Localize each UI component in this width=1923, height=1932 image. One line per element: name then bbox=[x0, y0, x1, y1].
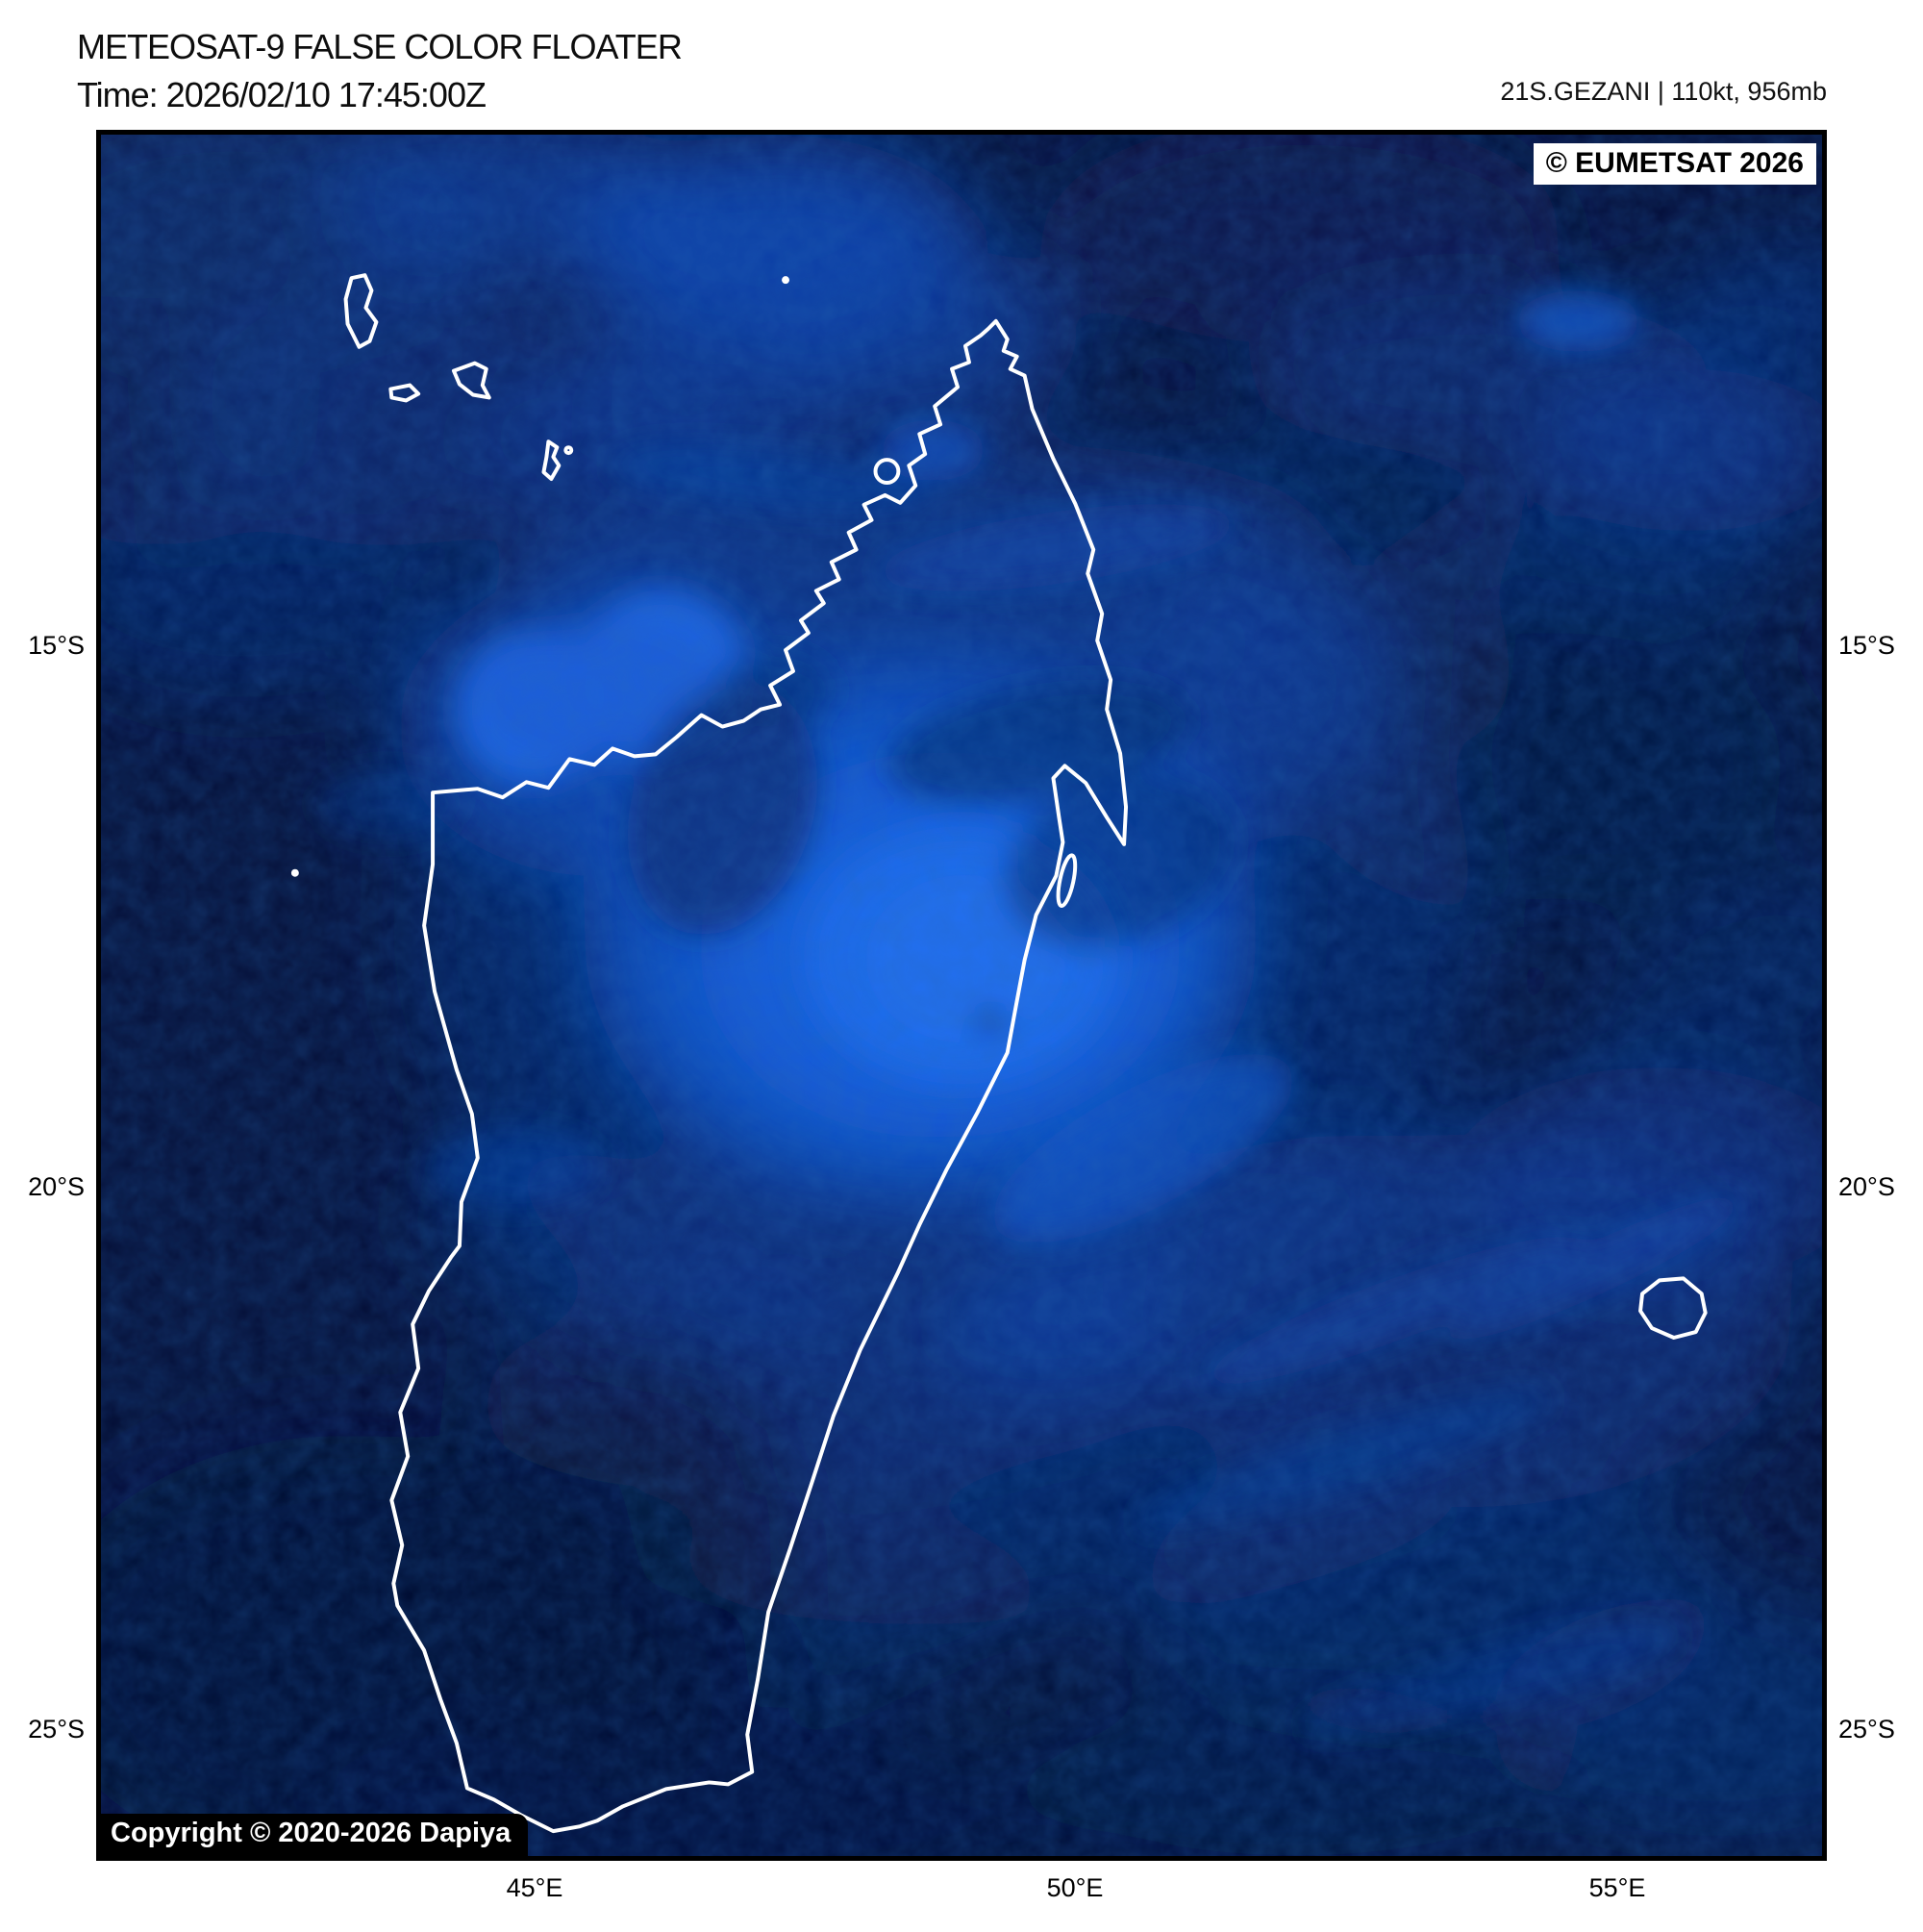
anjouan-outline bbox=[451, 361, 491, 400]
grande-comore-outline bbox=[343, 273, 379, 349]
madagascar-coastline bbox=[389, 318, 1129, 1834]
moheli-outline bbox=[388, 383, 421, 403]
small-islets bbox=[290, 276, 789, 877]
lat-label-right-25s: 25°S bbox=[1838, 1715, 1895, 1744]
lon-label-45e: 45°E bbox=[506, 1873, 563, 1902]
time-label: Time: 2026/02/10 17:45:00Z bbox=[77, 75, 487, 114]
lat-label-left-25s: 25°S bbox=[28, 1715, 85, 1744]
sainte-marie-outline bbox=[1056, 853, 1078, 908]
lat-label-left-15s: 15°S bbox=[28, 631, 85, 660]
juan-de-nova-islet bbox=[290, 868, 299, 877]
satellite-image bbox=[101, 135, 1822, 1856]
coastlines bbox=[343, 273, 1708, 1834]
lon-label-50e: 50°E bbox=[1046, 1873, 1104, 1902]
lat-label-right-20s: 20°S bbox=[1838, 1172, 1895, 1201]
reunion-outline bbox=[1638, 1276, 1708, 1340]
dapiya-copyright-badge: Copyright © 2020-2026 Dapiya bbox=[101, 1813, 529, 1856]
lat-label-right-15s: 15°S bbox=[1838, 631, 1895, 660]
mayotte-islet bbox=[563, 445, 574, 456]
satellite-map: © EUMETSAT 2026 Copyright © 2020-2026 Da… bbox=[96, 130, 1827, 1861]
eumetsat-copyright-badge: © EUMETSAT 2026 bbox=[1533, 143, 1816, 185]
glorioso-islet bbox=[782, 276, 789, 285]
nosy-be-outline bbox=[873, 458, 901, 485]
lon-label-55e: 55°E bbox=[1588, 1873, 1646, 1902]
page-title: METEOSAT-9 FALSE COLOR FLOATER bbox=[77, 27, 683, 66]
mayotte-outline bbox=[541, 439, 562, 481]
noise-texture bbox=[101, 135, 1822, 1856]
storm-info-label: 21S.GEZANI | 110kt, 956mb bbox=[1500, 77, 1827, 106]
lat-label-left-20s: 20°S bbox=[28, 1172, 85, 1201]
